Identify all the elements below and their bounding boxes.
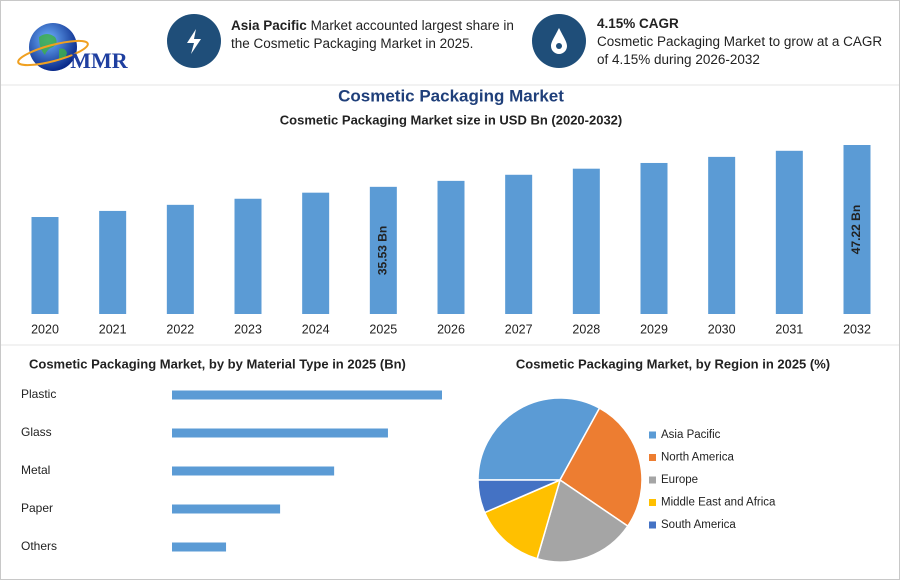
bar [172,390,442,400]
x-tick-label: 2021 [99,322,127,336]
legend-label: Asia Pacific [661,429,721,441]
pie-slice [477,479,561,514]
x-tick-label: 2020 [31,322,59,336]
bar [172,428,388,438]
bar [172,504,281,514]
x-tick-label: 2029 [640,322,668,336]
bar [708,156,736,314]
legend-swatch [649,431,656,439]
data-label: 47.22 Bn [849,205,863,254]
legend-label: South America [661,519,736,531]
bar [843,145,871,314]
icon [532,14,586,68]
legend-swatch [649,476,656,484]
x-tick-label: 2027 [505,322,533,336]
highlight: Asia Pacific Market accounted largest sh… [231,17,521,53]
y-tick-label: Metal [21,463,50,477]
legend-swatch [649,499,656,506]
legend-swatch [649,521,656,529]
bar [572,168,600,314]
x-tick-label: 2026 [437,322,465,336]
chart-title: Cosmetic Packaging Market, by by Materia… [29,356,406,371]
x-tick-label: 2022 [166,322,194,336]
chart-title: Cosmetic Packaging Market [338,86,564,105]
logo: MMR [17,23,129,73]
x-tick-label: 2024 [302,322,330,336]
highlight-text: Market accounted largest share in the Co… [231,18,514,51]
bar [775,150,803,314]
drop-icon [551,28,567,54]
bar [172,542,227,552]
y-tick-label: Others [21,539,57,553]
bar [166,204,194,314]
highlight-title: 4.15% CAGR [597,16,679,31]
bar [437,180,465,314]
bar [640,162,668,314]
legend-label: North America [661,452,734,464]
bar [172,466,335,476]
bolt-icon [187,29,201,54]
logo-text: MMR [70,48,129,73]
x-tick-label: 2032 [843,322,871,336]
highlight-title: Asia Pacific [231,18,307,33]
highlight: 4.15% CAGR Cosmetic Packaging Market to … [597,15,892,69]
data-label: 35.53 Bn [376,226,390,275]
pie-slice [559,407,643,528]
x-tick-label: 2023 [234,322,262,336]
x-tick-label: 2030 [708,322,736,336]
bar [31,217,59,314]
legend-label: Middle East and Africa [661,497,776,509]
pie-slice [483,478,562,560]
x-tick-label: 2031 [775,322,803,336]
legend-swatch [649,454,656,461]
y-tick-label: Plastic [21,387,56,401]
x-tick-label: 2025 [369,322,397,336]
bar [505,174,533,314]
legend-label: Europe [661,474,698,486]
y-tick-label: Paper [21,501,53,515]
bar [99,210,127,314]
bar [369,186,397,314]
pie-slice [536,478,629,563]
icon [167,14,221,68]
bar [302,192,330,314]
chart-title: Cosmetic Packaging Market, by Region in … [516,356,830,371]
highlight-text: Cosmetic Packaging Market to grow at a C… [597,34,883,67]
bar [234,198,262,314]
pie-slice [477,397,601,481]
x-tick-label: 2028 [572,322,600,336]
y-tick-label: Glass [21,425,52,439]
chart-subtitle: Cosmetic Packaging Market size in USD Bn… [280,112,622,127]
